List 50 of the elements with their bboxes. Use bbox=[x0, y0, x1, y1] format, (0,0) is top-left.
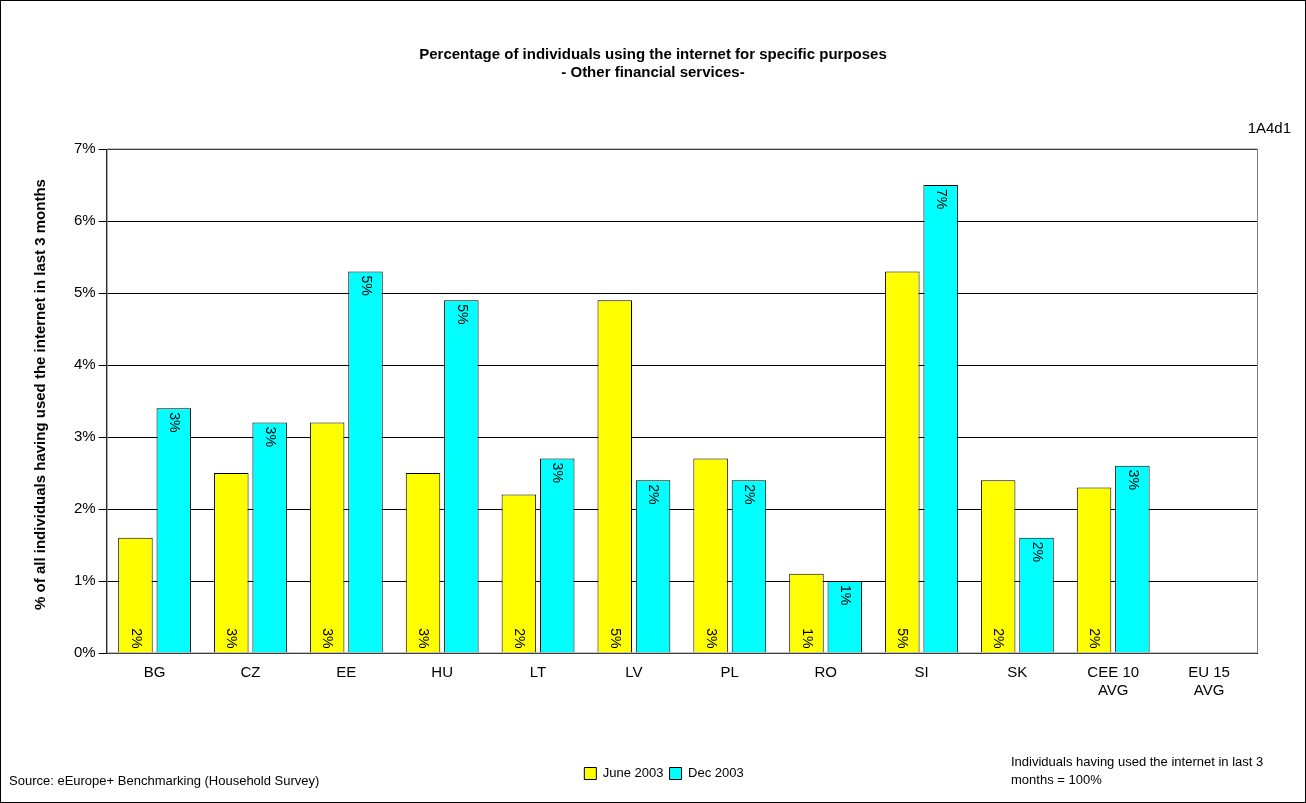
legend-label: Dec 2003 bbox=[688, 765, 744, 781]
data-label: 3% bbox=[416, 628, 433, 649]
y-tick-label: 2% bbox=[73, 499, 96, 517]
y-axis-title: % of all individuals having used the internet in last 3 months bbox=[30, 178, 48, 612]
data-label: 3% bbox=[1125, 469, 1142, 491]
x-tick-label: EE bbox=[336, 663, 357, 681]
data-label: 3% bbox=[224, 628, 241, 649]
data-label: 3% bbox=[320, 628, 337, 649]
x-tick-label: RO bbox=[814, 663, 837, 681]
text: 1A4d1 bbox=[1247, 119, 1291, 136]
source-note: Source: eEurope+ Benchmarking (Household Survey) bbox=[9, 773, 320, 788]
x-tick-label: HU bbox=[431, 663, 454, 681]
data-label: 5% bbox=[358, 275, 375, 296]
legend-label: June 2003 bbox=[602, 765, 664, 781]
data-label: 7% bbox=[933, 189, 950, 210]
x-tick-label: EU 15 AVG bbox=[1188, 663, 1230, 699]
y-tick-label: 1% bbox=[73, 571, 96, 589]
data-label: 5% bbox=[895, 628, 912, 649]
data-label: 5% bbox=[454, 304, 471, 325]
text: Individuals having used the internet in last 3 months = 100% bbox=[1011, 753, 1265, 789]
x-tick-label: CZ bbox=[240, 663, 261, 681]
y-tick-label: 0% bbox=[73, 643, 96, 661]
y-tick-label: 4% bbox=[73, 355, 96, 373]
data-label: 1% bbox=[837, 585, 854, 606]
data-label: 2% bbox=[128, 628, 145, 649]
y-tick-label: 3% bbox=[73, 427, 96, 445]
chart-subtitle: - Other financial services- bbox=[560, 63, 746, 81]
chart-title: Percentage of individuals using the internet for specific purposes bbox=[418, 45, 888, 63]
data-label: 2% bbox=[742, 484, 759, 505]
x-tick-label: PL bbox=[720, 663, 739, 681]
y-tick-label: 7% bbox=[73, 139, 96, 157]
data-label: 2% bbox=[646, 484, 663, 505]
data-label: 2% bbox=[512, 628, 529, 649]
y-tick-label: 5% bbox=[73, 283, 96, 301]
data-label: 2% bbox=[1029, 541, 1046, 563]
data-label: 1% bbox=[799, 628, 816, 649]
data-label: 2% bbox=[991, 628, 1008, 649]
data-label: 3% bbox=[262, 426, 279, 447]
data-label: 3% bbox=[550, 462, 567, 483]
x-tick-label: LT bbox=[529, 663, 547, 681]
data-label: 3% bbox=[703, 628, 720, 649]
x-tick-label: CEE 10 AVG bbox=[1087, 663, 1140, 699]
x-tick-label: SI bbox=[914, 663, 929, 681]
x-tick-label: LV bbox=[625, 663, 643, 681]
data-label: 3% bbox=[166, 412, 183, 433]
data-label: 2% bbox=[1087, 628, 1104, 649]
data-label: 5% bbox=[607, 628, 624, 649]
x-tick-label: BG bbox=[143, 663, 166, 681]
x-tick-label: SK bbox=[1007, 663, 1028, 681]
y-tick-label: 6% bbox=[73, 211, 96, 229]
